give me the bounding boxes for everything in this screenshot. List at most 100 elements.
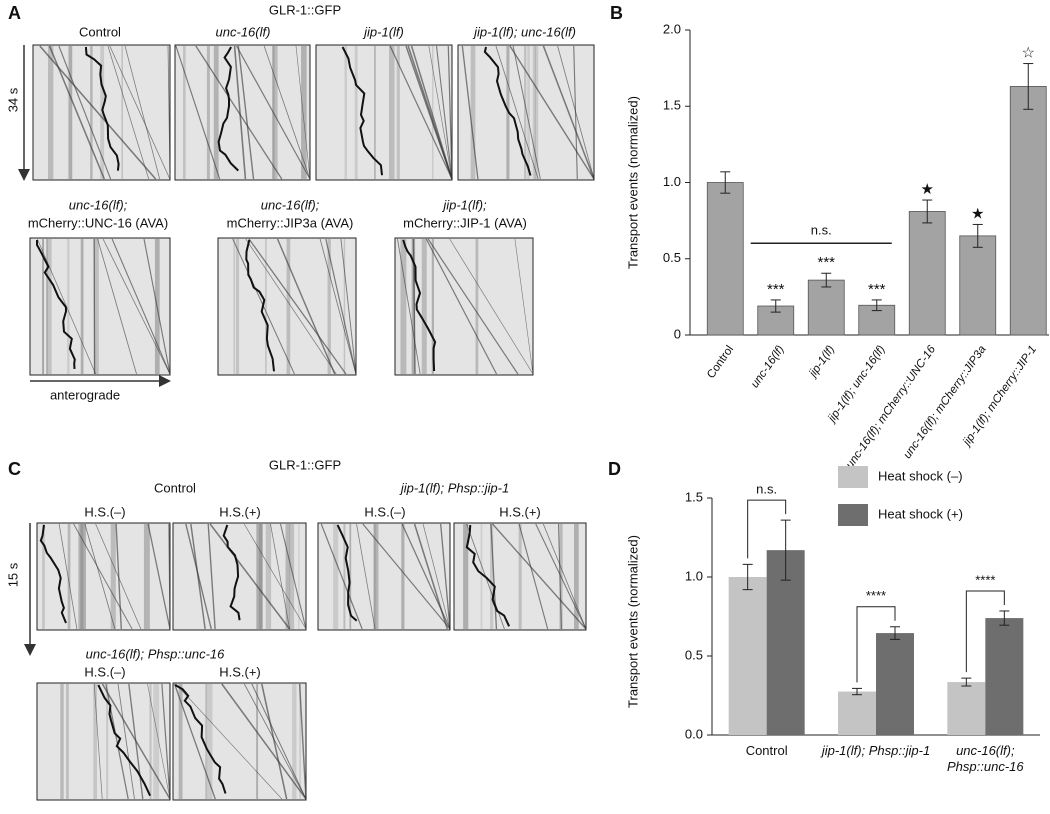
stationary-band	[389, 46, 395, 179]
stationary-band	[68, 46, 73, 179]
track	[143, 238, 171, 375]
track	[124, 45, 161, 180]
track	[175, 683, 283, 800]
stationary-band	[374, 46, 376, 179]
track	[492, 523, 587, 630]
track	[237, 45, 255, 180]
track	[276, 238, 336, 375]
track	[84, 523, 116, 630]
kymo-texture	[185, 523, 307, 630]
track	[101, 683, 171, 800]
stationary-band	[206, 46, 210, 179]
stationary-band	[574, 524, 579, 629]
kymo-label: mCherry::UNC-16 (AVA)	[28, 215, 168, 230]
track	[295, 45, 311, 180]
bar	[766, 550, 805, 735]
stationary-band	[183, 46, 186, 179]
kymograph	[172, 682, 307, 801]
stationary-band	[67, 46, 73, 179]
stationary-band	[400, 239, 407, 374]
stationary-band	[285, 524, 291, 629]
track	[109, 45, 171, 180]
y-tick-label: 1.5	[663, 98, 681, 113]
kymo-texture	[461, 45, 595, 180]
panel-letter: B	[610, 3, 623, 23]
track	[221, 683, 307, 800]
stationary-band	[206, 684, 213, 799]
hs-label: H.S.(–)	[364, 504, 405, 519]
kymo-label: jip-1(lf); unc-16(lf)	[472, 24, 576, 39]
track	[236, 45, 311, 180]
x-tick-label: unc-16(lf)	[749, 343, 787, 390]
track	[58, 45, 112, 180]
stationary-band	[46, 239, 52, 374]
track	[483, 46, 532, 176]
bracket	[965, 590, 1005, 673]
stationary-band	[106, 684, 109, 799]
track	[428, 45, 453, 180]
ns-label: n.s.	[811, 223, 832, 238]
kymo-label: jip-1(lf);	[441, 197, 487, 212]
significance-label: n.s.	[756, 482, 777, 497]
legend-label: Heat shock (–)	[878, 468, 963, 483]
time-label: 34 s	[5, 87, 20, 112]
track	[207, 523, 216, 630]
y-tick-label: 1.0	[663, 174, 681, 189]
track	[245, 238, 337, 375]
kymograph	[394, 237, 534, 376]
kymo-texture	[60, 683, 171, 800]
kymograph	[29, 237, 171, 376]
track	[93, 683, 103, 800]
track	[402, 239, 437, 372]
stationary-band	[265, 524, 272, 629]
kymo-texture	[173, 683, 307, 800]
kymo-texture	[320, 523, 451, 630]
track	[449, 238, 534, 375]
legend-label: Heat shock (+)	[878, 506, 963, 521]
hs-label: H.S.(+)	[219, 664, 261, 679]
significance-label: ★	[971, 205, 984, 222]
significance-label: ***	[817, 254, 835, 271]
stationary-band	[527, 46, 530, 179]
kymograph	[36, 522, 171, 631]
legend-swatch	[838, 504, 868, 526]
track	[279, 523, 307, 630]
stationary-band	[327, 239, 331, 374]
stationary-band	[236, 239, 240, 374]
track	[73, 523, 133, 630]
track	[319, 238, 357, 375]
track	[167, 45, 171, 180]
stationary-band	[47, 46, 54, 179]
bar	[728, 577, 767, 735]
track	[209, 523, 291, 630]
track	[356, 523, 376, 630]
stationary-band	[534, 46, 537, 179]
x-tick-label: unc-16(lf); Phsp::unc-16	[947, 743, 1024, 774]
track	[320, 523, 363, 630]
kymo-texture	[175, 45, 311, 180]
track	[115, 523, 122, 630]
group-label: unc-16(lf); Phsp::unc-16	[86, 646, 226, 661]
x-tick-label: unc-16(lf); mCherry::JIP3a	[902, 344, 989, 461]
stationary-band	[213, 46, 219, 179]
y-tick-label: 1.0	[685, 568, 703, 583]
track	[175, 45, 221, 180]
track	[461, 45, 479, 180]
kymo-label: mCherry::JIP3a (AVA)	[227, 215, 354, 230]
hs-label: H.S.(–)	[84, 664, 125, 679]
track	[161, 683, 171, 800]
track	[509, 45, 595, 180]
kymo-label: unc-16(lf)	[216, 24, 271, 39]
track	[84, 46, 120, 171]
stationary-band	[256, 524, 263, 629]
stationary-band	[121, 46, 123, 179]
stationary-band	[480, 524, 483, 629]
stationary-band	[411, 239, 415, 374]
kymo-label: mCherry::JIP-1 (AVA)	[403, 215, 527, 230]
bar	[807, 279, 845, 336]
track	[557, 523, 562, 630]
bracket	[747, 499, 787, 559]
group-label: jip-1(lf); Phsp::jip-1	[399, 480, 509, 495]
track	[427, 238, 519, 375]
